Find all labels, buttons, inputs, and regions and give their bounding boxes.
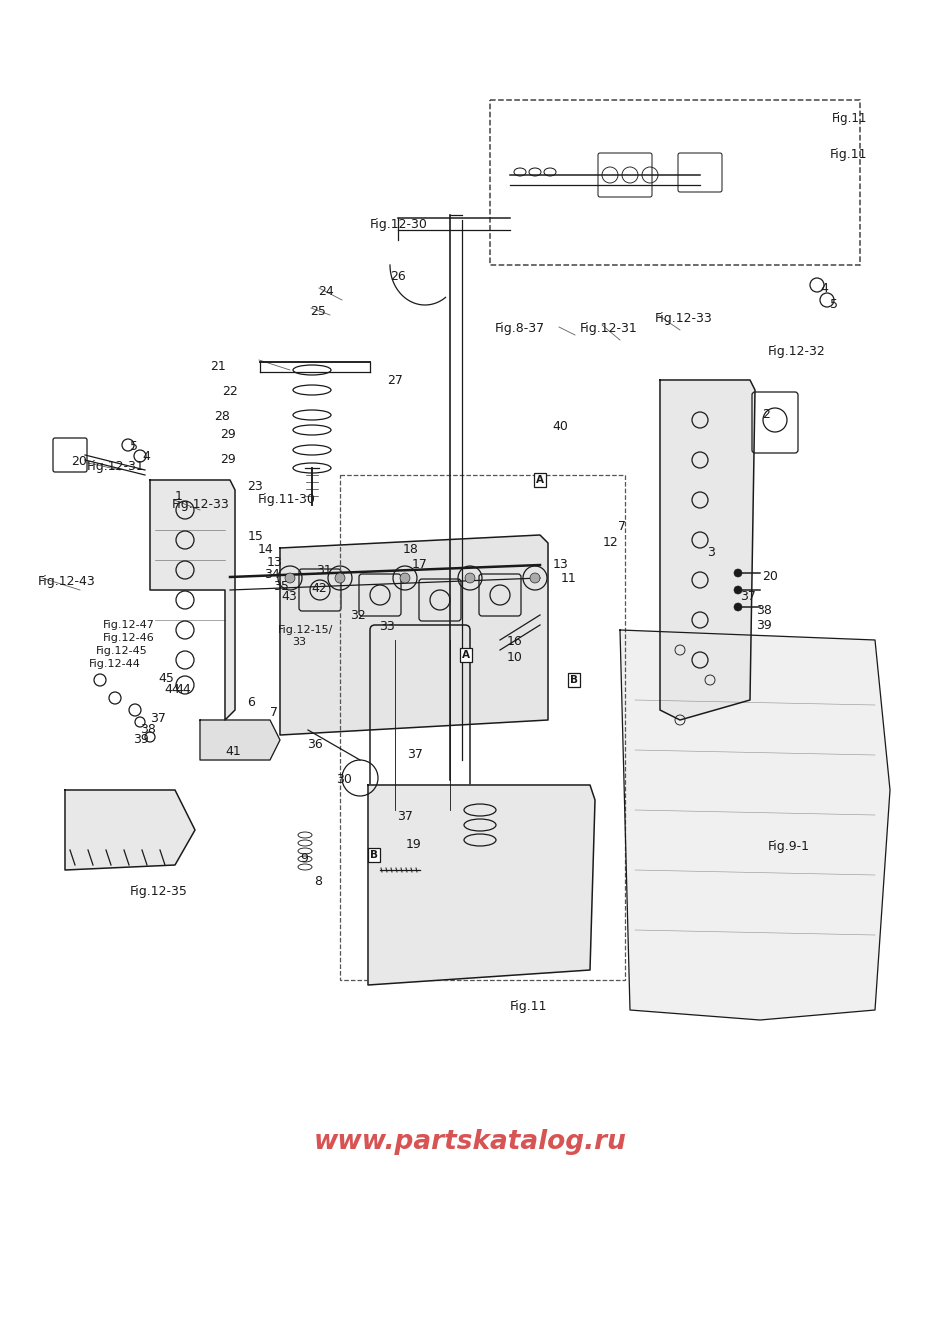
Text: 29: 29 (220, 453, 236, 466)
Circle shape (285, 572, 295, 583)
Text: 10: 10 (507, 651, 523, 664)
Polygon shape (200, 719, 280, 761)
Text: 4: 4 (820, 282, 828, 295)
Text: 38: 38 (140, 723, 156, 735)
Text: 42: 42 (311, 582, 327, 595)
Polygon shape (65, 790, 195, 871)
Text: Fig.12-45: Fig.12-45 (96, 647, 148, 656)
Polygon shape (368, 784, 595, 984)
Text: Fig.12-46: Fig.12-46 (103, 633, 155, 643)
Text: 28: 28 (214, 409, 230, 423)
Text: 12: 12 (603, 537, 619, 549)
Text: 14: 14 (258, 543, 274, 556)
Text: 44: 44 (175, 682, 191, 696)
Text: 31: 31 (316, 564, 332, 576)
Text: 17: 17 (412, 558, 428, 571)
Circle shape (734, 603, 742, 611)
Text: Fig.12-31: Fig.12-31 (580, 322, 637, 335)
Text: B: B (370, 851, 378, 860)
Text: 37: 37 (407, 749, 423, 761)
Text: Fig.12-44: Fig.12-44 (89, 659, 141, 669)
Text: 20: 20 (762, 570, 778, 583)
Text: 40: 40 (552, 420, 568, 433)
Circle shape (734, 586, 742, 594)
Text: 5: 5 (830, 298, 838, 311)
Text: 37: 37 (740, 590, 756, 603)
Text: 37: 37 (150, 712, 165, 725)
Text: 2: 2 (762, 408, 770, 421)
Text: 33: 33 (379, 620, 395, 633)
Text: 23: 23 (247, 480, 263, 493)
Text: 6: 6 (247, 696, 255, 709)
Text: 30: 30 (336, 772, 352, 786)
Text: 13: 13 (267, 556, 283, 568)
Text: 32: 32 (350, 610, 366, 621)
Text: 45: 45 (158, 672, 174, 685)
Text: 36: 36 (307, 738, 322, 751)
Text: 18: 18 (403, 543, 419, 556)
Text: Fig.11-30: Fig.11-30 (258, 493, 316, 506)
Text: Fig.9-1: Fig.9-1 (768, 840, 810, 853)
Text: 3: 3 (707, 546, 715, 559)
Text: Fig.12-35: Fig.12-35 (130, 885, 188, 898)
Text: Fig.12-31: Fig.12-31 (87, 460, 145, 473)
Text: Fig.12-43: Fig.12-43 (38, 575, 96, 588)
Text: Fig.12-30: Fig.12-30 (370, 219, 428, 231)
Polygon shape (620, 629, 890, 1020)
Text: Fig.11: Fig.11 (510, 1000, 547, 1014)
Text: 15: 15 (248, 530, 264, 543)
Text: www.partskatalog.ru: www.partskatalog.ru (314, 1129, 626, 1155)
Text: 33: 33 (292, 637, 306, 647)
Text: 1: 1 (175, 490, 183, 504)
Text: 7: 7 (618, 519, 626, 533)
Text: Fig.12-15/: Fig.12-15/ (278, 625, 334, 635)
Circle shape (734, 568, 742, 576)
Text: 39: 39 (133, 733, 149, 746)
Text: Fig.11: Fig.11 (830, 148, 868, 162)
Text: 7: 7 (270, 706, 278, 719)
Text: A: A (462, 651, 470, 660)
Text: 13: 13 (553, 558, 569, 571)
Text: B: B (570, 674, 578, 685)
Text: 20: 20 (71, 454, 86, 468)
Text: 4: 4 (142, 451, 149, 462)
Text: Fig.12-33: Fig.12-33 (655, 311, 713, 325)
Text: 35: 35 (273, 580, 289, 594)
Text: 41: 41 (225, 745, 241, 758)
Circle shape (465, 572, 475, 583)
Text: 38: 38 (756, 604, 772, 617)
Text: 9: 9 (300, 852, 308, 865)
Circle shape (530, 572, 540, 583)
Text: 5: 5 (130, 440, 138, 453)
Text: Fig.8-37: Fig.8-37 (495, 322, 545, 335)
Text: Fig.12-33: Fig.12-33 (172, 498, 229, 511)
Text: 29: 29 (220, 428, 236, 441)
Text: 26: 26 (390, 270, 406, 284)
Text: 25: 25 (310, 305, 326, 318)
Polygon shape (660, 380, 755, 719)
Text: Fig.11: Fig.11 (832, 113, 868, 125)
Text: 16: 16 (507, 635, 523, 648)
Circle shape (335, 572, 345, 583)
Text: Fig.12-32: Fig.12-32 (768, 344, 825, 358)
Text: 21: 21 (210, 360, 226, 374)
Text: 34: 34 (264, 568, 280, 580)
Text: A: A (536, 474, 544, 485)
Text: Fig.12-47: Fig.12-47 (103, 620, 155, 629)
Text: 39: 39 (756, 619, 772, 632)
Text: 37: 37 (397, 810, 413, 823)
Text: 8: 8 (314, 874, 322, 888)
Text: 43: 43 (281, 590, 297, 603)
Text: 19: 19 (406, 837, 422, 851)
Text: 22: 22 (222, 386, 238, 398)
Polygon shape (150, 480, 235, 719)
Text: 44: 44 (164, 682, 180, 696)
Polygon shape (280, 535, 548, 735)
Text: 27: 27 (387, 374, 403, 387)
Text: 11: 11 (561, 572, 577, 586)
Text: 24: 24 (318, 285, 334, 298)
Circle shape (400, 572, 410, 583)
